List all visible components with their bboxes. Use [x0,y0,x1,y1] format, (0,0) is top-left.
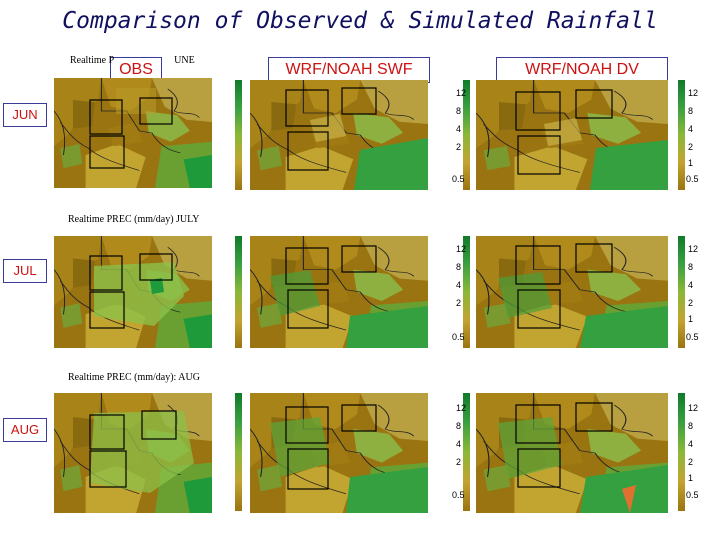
cb-tick: 12 [456,403,467,413]
page-title: Comparison of Observed & Simulated Rainf… [62,8,658,34]
cb-tick: 4 [688,439,694,449]
panel-header-jul: Realtime PREC (mm/day) JULY [68,214,200,225]
cb-tick: 2 [688,298,694,308]
map-wrf-noah-dv-aug [476,393,668,513]
cb-tick: 8 [688,262,694,272]
cb-tick: 12 [688,403,699,413]
cb-tick: 0.5 [452,332,465,342]
cb-tick: 2 [456,457,462,467]
map-wrf-noah-dv-jul [476,236,668,348]
map-obs-jul [54,236,212,348]
cb-tick: 0.5 [686,174,699,184]
colorbar-dv-jun [678,80,685,190]
cb-tick: 2 [688,457,694,467]
row-label-jul: JUL [3,259,47,283]
cb-tick: 12 [688,88,699,98]
cb-tick: 12 [688,244,699,254]
cb-tick: 4 [688,124,694,134]
colorbar-swf-jun [463,80,470,190]
row-label-jun: JUN [3,103,47,127]
colorbar-swf-aug [463,393,470,511]
map-obs-aug [54,393,212,513]
cb-tick: 2 [456,298,462,308]
cb-tick: 4 [456,124,462,134]
cb-tick: 8 [456,421,462,431]
cb-tick: 8 [456,106,462,116]
cb-tick: 2 [688,142,694,152]
colorbar-dv-aug [678,393,685,511]
cb-tick: 8 [688,421,694,431]
cb-tick: 4 [456,280,462,290]
map-wrf-noah-dv-jun [476,80,668,190]
cb-tick: 0.5 [686,332,699,342]
cb-tick: 1 [688,473,694,483]
colorbar-obs [235,80,242,190]
cb-tick: 4 [456,439,462,449]
colorbar-obs-aug [235,393,242,511]
map-obs-jun [54,78,212,188]
colorbar-swf-jul [463,236,470,348]
map-wrf-noah-swf-jul [250,236,428,348]
column-header-wrf-noah-dv: WRF/NOAH DV [496,57,668,83]
cb-tick: 4 [688,280,694,290]
cb-tick: 2 [456,142,462,152]
cb-tick: 1 [688,158,694,168]
panel-header-jun: Realtime P UNE [70,55,195,66]
panel-header-aug: Realtime PREC (mm/day): AUG [68,372,200,383]
cb-tick: 8 [456,262,462,272]
cb-tick: 12 [456,244,467,254]
map-wrf-noah-swf-aug [250,393,428,513]
cb-tick: 8 [688,106,694,116]
map-wrf-noah-swf-jun [250,80,428,190]
colorbar-dv-jul [678,236,685,348]
row-label-aug: AUG [3,418,47,442]
colorbar-obs-jul [235,236,242,348]
cb-tick: 0.5 [452,174,465,184]
cb-tick: 12 [456,88,467,98]
cb-tick: 0.5 [686,490,699,500]
cb-tick: 0.5 [452,490,465,500]
cb-tick: 1 [688,314,694,324]
